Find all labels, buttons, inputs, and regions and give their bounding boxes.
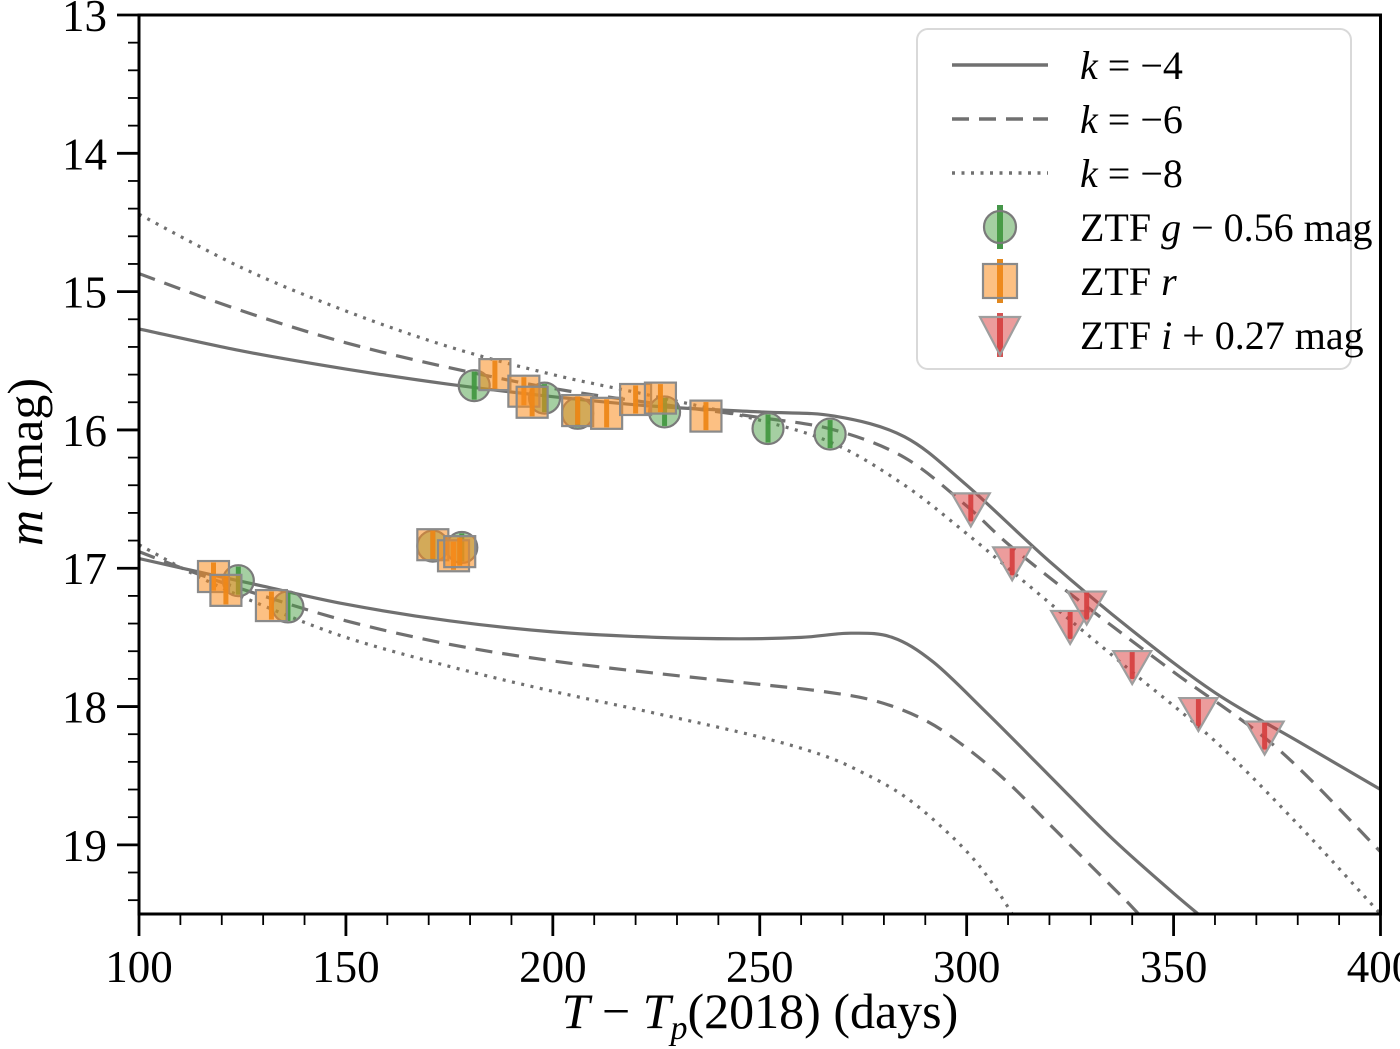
triangle-marker	[991, 546, 1034, 583]
legend-box: k = −4 k = −6 k = −8 ZTF g − 0.56 mag ZT…	[916, 28, 1373, 370]
legend-sample-solid-line	[944, 38, 1056, 92]
tick-labels: 100 150 200 250 300 350 400 13 14 15 16 17 18 19	[62, 0, 1400, 992]
legend-label-k6: k = −6	[1080, 96, 1183, 142]
square-marker	[689, 399, 723, 433]
square-marker	[478, 358, 512, 392]
square-marker	[590, 396, 624, 430]
model-curve-k-4-faint	[139, 556, 1201, 914]
axis-ticks	[117, 13, 1382, 936]
triangle-marker	[1243, 720, 1286, 757]
square-marker	[561, 393, 595, 428]
square-marker	[515, 385, 549, 419]
triangle-marker	[949, 492, 992, 529]
legend-row-k8: k = −8	[944, 146, 1340, 200]
plot-area	[139, 212, 1381, 914]
y-tick-label: 17	[62, 544, 107, 594]
legend-sample-dotted-line	[944, 146, 1056, 200]
x-tick-label: 250	[726, 942, 794, 992]
legend-sample-glyph	[952, 117, 1048, 121]
legend-row-k4: k = −4	[944, 38, 1340, 92]
legend-sample-dashed-line	[944, 92, 1056, 146]
legend-label-k8: k = −8	[1080, 150, 1183, 196]
y-axis-label: m (mag)	[0, 378, 53, 546]
legend-row-ztf-r: ZTF r	[944, 254, 1340, 308]
circle-marker	[751, 411, 785, 446]
legend-sample-glyph	[982, 205, 1018, 249]
x-tick-label: 300	[933, 942, 1001, 992]
triangle-marker	[1049, 609, 1092, 647]
plot-frame	[137, 13, 1382, 916]
legend-row-ztf-i: ZTF i + 0.27 mag	[944, 308, 1364, 362]
x-tick-label: 150	[312, 942, 380, 992]
y-tick-label: 16	[62, 406, 107, 456]
triangle-marker	[1177, 696, 1220, 734]
y-tick-label: 13	[62, 0, 107, 41]
square-marker	[443, 535, 477, 569]
legend-row-ztf-g: ZTF g − 0.56 mag	[944, 200, 1373, 254]
legend-label-ztf-g: ZTF g − 0.56 mag	[1080, 204, 1373, 250]
x-tick-label: 200	[519, 942, 587, 992]
legend-sample-glyph	[952, 63, 1048, 67]
triangle-marker	[1111, 649, 1154, 687]
legend-label-k4: k = −4	[1080, 42, 1183, 88]
legend-row-k6: k = −6	[944, 92, 1340, 146]
legend-sample-green-circle-marker	[944, 200, 1056, 254]
legend-sample-glyph	[978, 313, 1022, 358]
ztf-i-series	[949, 492, 1286, 757]
y-tick-label: 14	[62, 129, 107, 179]
model-curve-k-4-bright	[139, 327, 1381, 791]
square-marker	[209, 573, 243, 607]
ztf-r-series	[196, 358, 723, 623]
legend-sample-red-triangle-marker	[944, 308, 1056, 362]
legend-label-ztf-i: ZTF i + 0.27 mag	[1080, 312, 1364, 358]
square-marker	[254, 588, 289, 623]
x-tick-label: 400	[1347, 942, 1400, 992]
x-axis-label: T − Tp(2018) (days)	[561, 983, 959, 1047]
legend-sample-orange-square-marker	[944, 254, 1056, 308]
x-tick-label: 350	[1140, 942, 1208, 992]
y-tick-label: 18	[62, 683, 107, 733]
square-marker	[643, 381, 678, 415]
y-tick-label: 19	[62, 821, 107, 871]
y-tick-label: 15	[62, 268, 107, 318]
circle-marker	[813, 417, 847, 451]
legend-sample-glyph	[981, 259, 1019, 303]
x-tick-label: 100	[105, 942, 173, 992]
triangle-marker	[1065, 590, 1108, 627]
legend-label-ztf-r: ZTF r	[1080, 258, 1177, 304]
legend-sample-glyph	[952, 171, 1048, 175]
